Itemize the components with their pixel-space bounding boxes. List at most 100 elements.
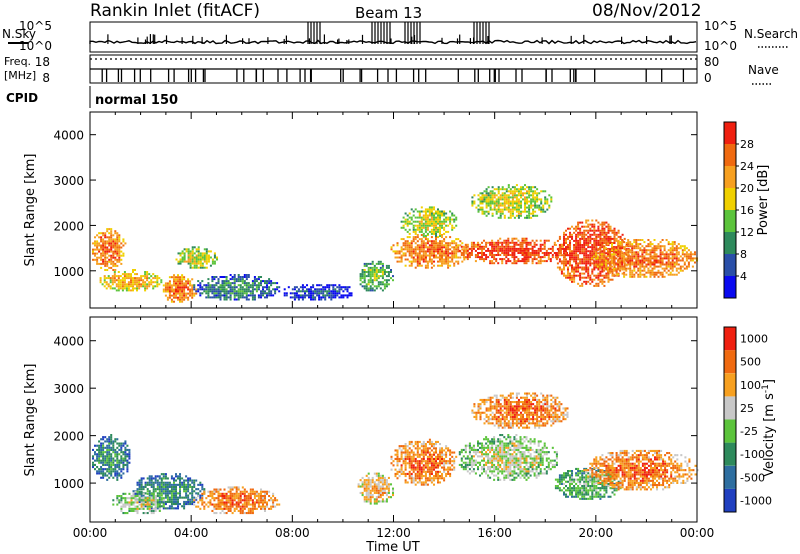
echo-cell [102, 436, 105, 439]
echo-cell [581, 268, 584, 271]
echo-cell [207, 260, 210, 263]
echo-cell [579, 227, 582, 230]
echo-cell [625, 245, 628, 248]
echo-cell [162, 499, 165, 502]
echo-cell [154, 499, 157, 502]
echo-cell [519, 252, 522, 254]
echo-cell [623, 271, 626, 274]
echo-cell [183, 278, 186, 281]
echo-cell [365, 264, 368, 267]
echo-cell [609, 257, 612, 260]
echo-cell [189, 477, 192, 480]
echo-cell [457, 244, 460, 247]
echo-cell [189, 292, 192, 295]
echo-cell [381, 281, 384, 284]
echo-cell [110, 238, 113, 241]
echo-cell [211, 292, 214, 295]
echo-cell [237, 290, 240, 293]
echo-cell [146, 512, 149, 515]
echo-cell [499, 202, 502, 205]
echo-cell [158, 500, 161, 503]
echo-cell [306, 290, 309, 293]
echo-cell [487, 212, 490, 215]
echo-cell [92, 463, 95, 466]
echo-cell [211, 503, 214, 506]
echo-cell [517, 200, 520, 203]
echo-cell [211, 495, 214, 498]
echo-cell [540, 200, 543, 203]
echo-cell [671, 245, 674, 248]
echo-cell [583, 244, 586, 246]
echo-cell [111, 277, 114, 280]
echo-cell [534, 196, 537, 199]
echo-cell [253, 280, 256, 283]
echo-cell [509, 216, 512, 219]
echo-cell [551, 256, 554, 259]
echo-cell [507, 237, 510, 240]
echo-cell [121, 273, 124, 276]
echo-cell [675, 249, 678, 252]
echo-cell [144, 492, 147, 495]
echo-cell [617, 259, 620, 262]
echo-cell [136, 283, 139, 286]
echo-cell [539, 245, 542, 248]
echo-cell [146, 492, 149, 495]
echo-cell [217, 505, 220, 508]
echo-cell [613, 269, 616, 272]
echo-cell [501, 194, 504, 197]
echo-cell [98, 457, 101, 460]
echo-cell [611, 255, 614, 258]
echo-cell [235, 495, 238, 498]
echo-cell [113, 273, 116, 276]
echo-cell [223, 298, 226, 301]
echo-cell [116, 455, 119, 458]
echo-cell [530, 200, 533, 203]
echo-cell [110, 236, 113, 239]
echo-cell [148, 497, 151, 500]
echo-cell [595, 260, 598, 263]
echo-cell [585, 250, 588, 253]
echo-cell [191, 490, 194, 493]
echo-cell [201, 488, 204, 491]
echo-cell [563, 250, 566, 253]
echo-cell [412, 226, 415, 229]
echo-cell [124, 453, 127, 456]
echo-cell [460, 254, 463, 256]
echo-cell [126, 455, 129, 458]
echo-cell [637, 261, 640, 264]
echo-cell [404, 244, 407, 247]
echo-cell [363, 269, 366, 271]
echo-cell [324, 286, 327, 289]
echo-cell [108, 472, 111, 475]
echo-cell [175, 290, 178, 293]
echo-cell [312, 286, 315, 289]
echo-cell [108, 457, 111, 460]
echo-cell [507, 239, 510, 242]
echo-cell [671, 249, 674, 252]
echo-cell [589, 237, 592, 240]
echo-cell [581, 225, 584, 228]
echo-cell [379, 275, 382, 278]
echo-cell [460, 252, 463, 254]
echo-cell [181, 256, 184, 259]
echo-cell [577, 256, 580, 259]
echo-cell [485, 196, 488, 199]
echo-cell [599, 235, 602, 238]
echo-cell [104, 459, 107, 462]
echo-cell [619, 253, 622, 256]
echo-cell [430, 212, 433, 215]
echo-cell [422, 224, 425, 227]
echo-cell [183, 276, 186, 279]
echo-cell [381, 283, 384, 286]
echo-cell [451, 218, 454, 221]
echo-cell [255, 280, 258, 283]
echo-cell [525, 262, 528, 265]
echo-cell [201, 288, 204, 291]
echo-cell [177, 492, 180, 495]
echo-cell [499, 188, 502, 191]
echo-cell [605, 233, 608, 236]
echo-cell [201, 501, 204, 504]
echo-cell [369, 269, 372, 271]
echo-cell [433, 248, 436, 251]
echo-cell [649, 243, 652, 246]
